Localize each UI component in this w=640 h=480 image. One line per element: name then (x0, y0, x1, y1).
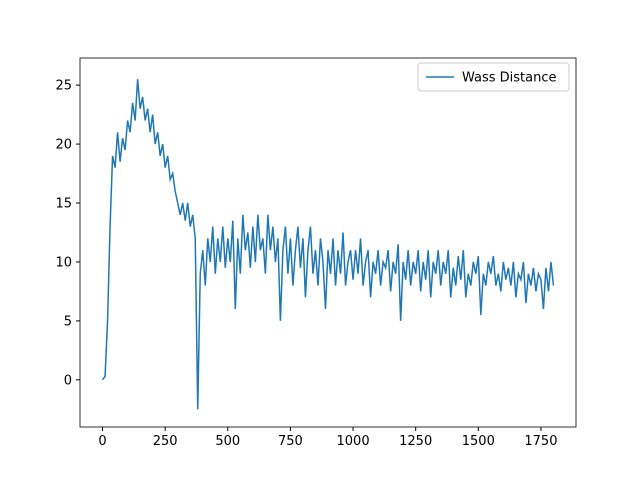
x-tick-label: 0 (98, 434, 106, 449)
y-tick-label: 10 (55, 255, 72, 270)
legend-box (417, 62, 570, 92)
x-tick-label: 750 (278, 434, 303, 449)
line-series (101, 79, 555, 410)
x-tick-label: 250 (153, 434, 178, 449)
legend-label: Wass Distance (462, 71, 557, 86)
y-tick-label: 5 (64, 314, 72, 329)
x-tick-label: 1000 (337, 434, 370, 449)
y-tick-label: 15 (55, 197, 72, 212)
x-tick-label: 1750 (524, 434, 557, 449)
y-tick-label: 0 (64, 373, 72, 388)
y-tick-label: 25 (55, 79, 72, 94)
y-tick-label: 20 (55, 138, 72, 153)
x-tick-label: 500 (215, 434, 240, 449)
x-tick-label: 1500 (462, 434, 495, 449)
plot-frame (79, 57, 577, 428)
x-tick-label: 1250 (399, 434, 432, 449)
